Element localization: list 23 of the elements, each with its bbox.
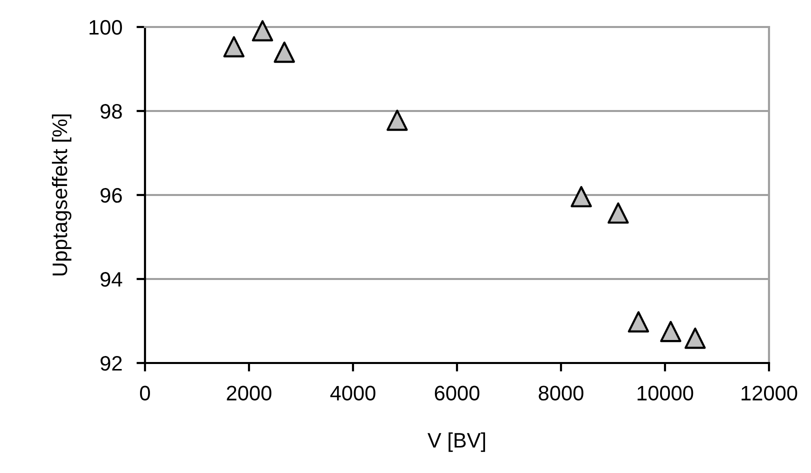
point <box>386 110 408 131</box>
point <box>628 311 650 332</box>
x-tick-label: 10000 <box>638 386 694 401</box>
x-tick-label: 8000 <box>538 386 584 401</box>
point <box>223 36 245 58</box>
point <box>608 202 629 224</box>
y-axis-title: Upptagseffekt [%] <box>52 114 72 276</box>
y-tick-label: 92 <box>100 356 122 371</box>
x-tick-label: 2000 <box>226 386 272 401</box>
y-tick-label: 94 <box>100 272 122 287</box>
x-tick-label: 12000 <box>742 386 798 401</box>
point <box>274 42 295 63</box>
x-axis-title: V [BV] <box>428 432 486 452</box>
point <box>660 320 682 342</box>
point <box>570 186 592 208</box>
x-tick-label: 0 <box>140 386 150 401</box>
point <box>684 328 706 349</box>
y-tick-label: 98 <box>100 104 122 119</box>
x-tick-label: 6000 <box>434 386 480 401</box>
y-tick-label: 100 <box>90 20 122 35</box>
point <box>252 20 274 42</box>
y-tick-label: 96 <box>100 188 122 203</box>
x-tick-label: 4000 <box>330 386 376 401</box>
